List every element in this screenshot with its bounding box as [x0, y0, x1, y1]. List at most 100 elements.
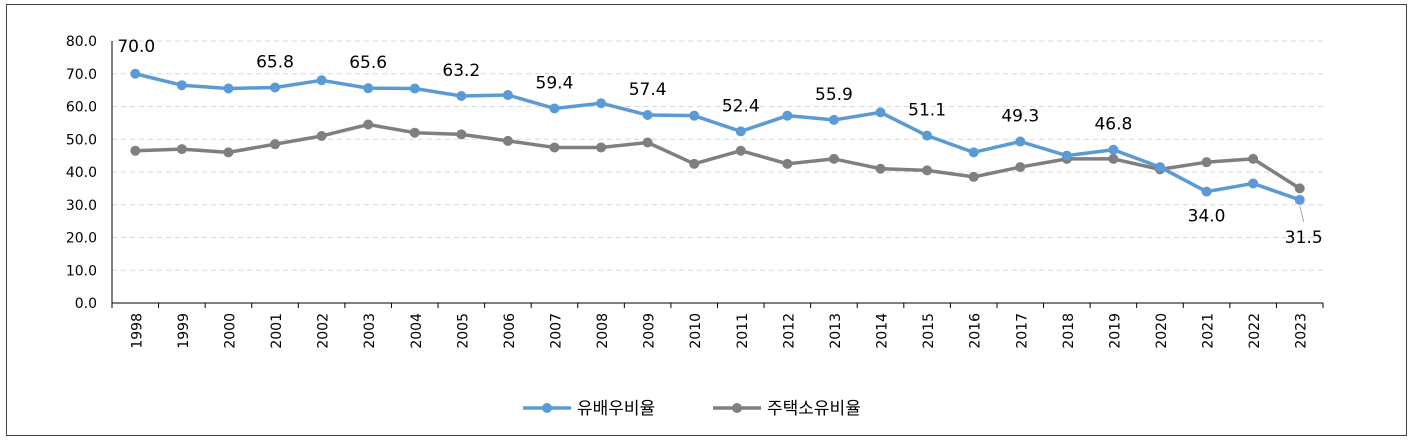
data-label: 70.0 [117, 37, 155, 57]
x-tick-label: 2016 [968, 313, 984, 349]
data-point [642, 110, 653, 121]
data-point [828, 153, 839, 164]
data-point [1015, 136, 1026, 147]
x-tick-label: 2011 [735, 313, 751, 349]
x-tick-label: 2007 [548, 313, 564, 349]
data-label: 51.1 [908, 101, 946, 121]
data-label: 63.2 [442, 61, 480, 81]
series-line [135, 122, 1301, 190]
x-tick-label: 2008 [595, 313, 611, 349]
x-tick-label: 2019 [1107, 313, 1123, 349]
x-tick-label: 1998 [129, 313, 145, 349]
chart-frame: 0.0 10.0 20.0 30.0 40.0 50.0 60.0 70.0 80.0 1998… [6, 4, 1407, 436]
data-point [409, 127, 420, 138]
data-point [1201, 186, 1212, 197]
y-tick-label: 50.0 [66, 132, 97, 148]
data-point [130, 68, 141, 79]
data-point [1294, 194, 1305, 205]
x-tick-label: 2018 [1061, 313, 1077, 349]
data-point [176, 80, 187, 91]
data-point [270, 82, 281, 93]
axes [111, 41, 1324, 308]
data-point [316, 130, 327, 141]
x-tick-label: 2022 [1247, 313, 1263, 349]
data-point [1201, 157, 1212, 168]
data-point [1015, 162, 1026, 173]
data-point [223, 83, 234, 94]
x-tick-label: 2013 [828, 313, 844, 349]
data-point [689, 110, 700, 121]
data-point [316, 75, 327, 86]
data-point [735, 145, 746, 156]
data-label: 34.0 [1188, 207, 1226, 227]
data-point [642, 137, 653, 148]
x-tick-label: 1999 [176, 313, 192, 349]
y-tick-label: 10.0 [66, 263, 97, 279]
data-point [968, 147, 979, 158]
data-label: 52.4 [722, 96, 760, 116]
data-point [1248, 153, 1259, 164]
legend-swatch-marker [732, 403, 742, 413]
data-point [409, 83, 420, 94]
data-point [502, 135, 513, 146]
x-tick-label: 2003 [362, 313, 378, 349]
data-label: 57.4 [629, 80, 667, 100]
x-tick-label: 2014 [875, 313, 891, 349]
x-tick-label: 2021 [1201, 313, 1217, 349]
data-point [549, 103, 560, 114]
data-point [782, 110, 793, 121]
data-point [922, 165, 933, 176]
data-point [875, 163, 886, 174]
data-point [1154, 162, 1165, 173]
series-line [134, 72, 1301, 202]
data-point [176, 144, 187, 155]
data-point [456, 129, 467, 140]
data-point [782, 158, 793, 169]
data-point [1294, 183, 1305, 194]
data-point [549, 142, 560, 153]
x-tick-label: 2000 [222, 313, 238, 349]
data-label: 65.8 [256, 53, 294, 73]
data-point [596, 98, 607, 109]
leader-line [1299, 205, 1305, 222]
y-tick-label: 70.0 [66, 67, 97, 83]
x-tick-label: 2001 [269, 313, 285, 349]
y-tick-labels: 0.0 10.0 20.0 30.0 40.0 50.0 60.0 70.0 80.0 [66, 34, 97, 312]
y-tick-label: 0.0 [75, 296, 97, 312]
data-label: 31.5 [1285, 228, 1323, 248]
x-tick-label: 2020 [1154, 313, 1170, 349]
data-point [1108, 144, 1119, 155]
legend-swatch-marker [542, 403, 552, 413]
data-labels: 70.0 65.8 65.6 63.2 59.4 57.4 52.4 55.9 51.1 49.3… [117, 37, 1322, 248]
y-tick-label: 80.0 [66, 34, 97, 50]
data-point [689, 158, 700, 169]
data-point [1061, 150, 1072, 161]
data-label: 55.9 [815, 85, 853, 105]
data-label: 49.3 [1001, 107, 1039, 127]
data-point [223, 147, 234, 158]
data-point [735, 126, 746, 137]
gridlines [112, 40, 1323, 271]
data-point [596, 142, 607, 153]
line-chart: 0.0 10.0 20.0 30.0 40.0 50.0 60.0 70.0 80.0 1998… [66, 34, 1324, 419]
x-tick-label: 2002 [316, 313, 332, 349]
x-tick-label: 2004 [409, 313, 425, 349]
x-tick-label: 2009 [642, 313, 658, 349]
x-tick-label: 2017 [1014, 313, 1030, 349]
y-tick-label: 30.0 [66, 198, 97, 214]
data-label: 46.8 [1094, 115, 1132, 135]
x-tick-labels: 1998 1999 2000 2001 2002 2003 2004 2005 2006 2007… [129, 313, 1309, 349]
x-tick-label: 2005 [455, 313, 471, 349]
series [130, 68, 1305, 205]
legend-label: 유배우비율 [577, 399, 655, 419]
data-point [270, 139, 281, 150]
legend-label: 주택소유비율 [767, 399, 861, 419]
data-point [130, 145, 141, 156]
data-point [828, 114, 839, 125]
x-tick-label: 2015 [921, 313, 937, 349]
data-point [1248, 178, 1259, 189]
x-tick-label: 2012 [781, 313, 797, 349]
y-tick-label: 60.0 [66, 100, 97, 116]
data-point [922, 130, 933, 141]
x-tick-label: 2010 [688, 313, 704, 349]
